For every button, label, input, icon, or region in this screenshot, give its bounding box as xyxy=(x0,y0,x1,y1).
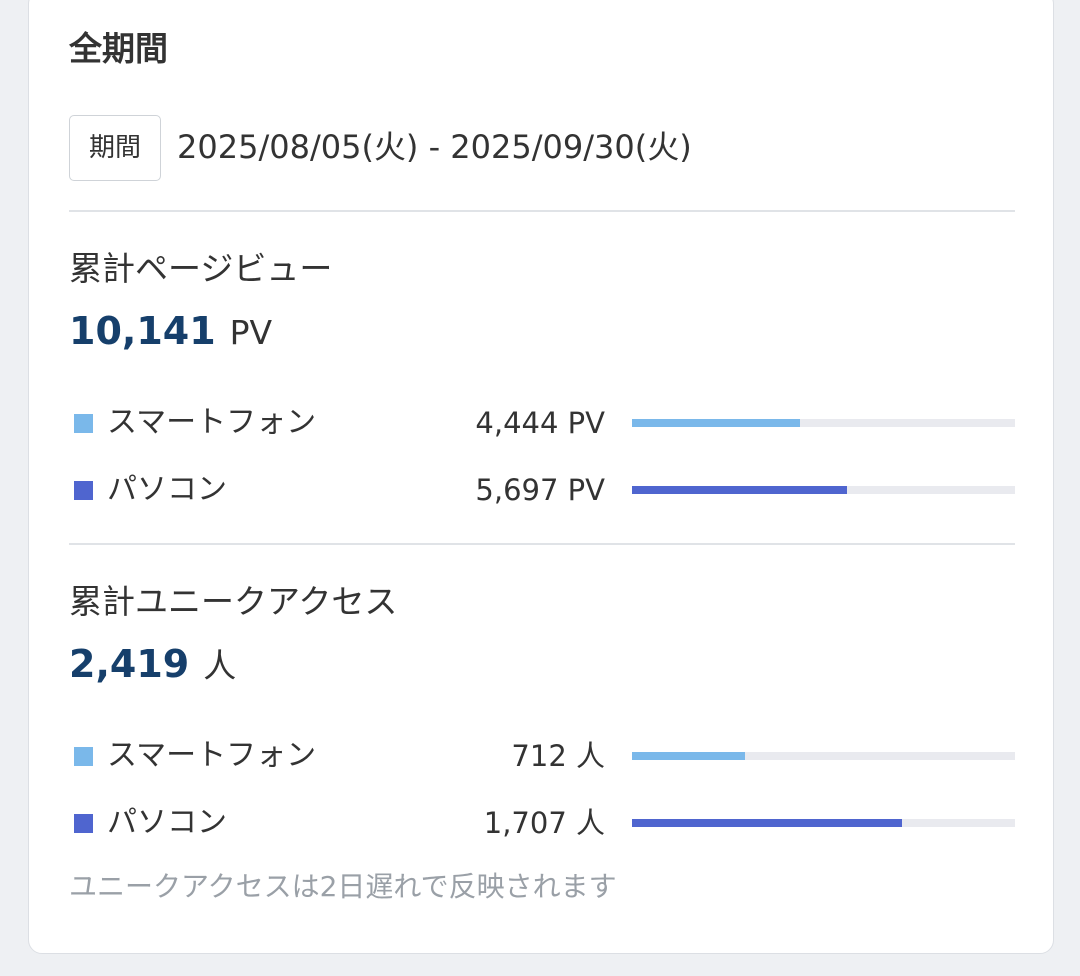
row-label: パソコン xyxy=(107,472,227,507)
card-title: 全期間 xyxy=(69,29,168,68)
share-bar xyxy=(632,486,1015,494)
row-value: 1,707 人 xyxy=(483,806,605,840)
unique-row-smartphone: スマートフォン 712 人 xyxy=(69,734,1015,778)
share-bar-fill xyxy=(632,752,745,760)
row-label: パソコン xyxy=(107,805,227,840)
row-label: スマートフォン xyxy=(107,405,317,440)
pageviews-label: 累計ページビュー xyxy=(69,249,333,288)
pageviews-total-value: 10,141 xyxy=(69,309,216,353)
footnote: ユニークアクセスは2日遅れで反映されます xyxy=(69,870,617,903)
row-value: 5,697 PV xyxy=(475,473,605,507)
pageviews-row-pc: パソコン 5,697 PV xyxy=(69,468,1015,512)
unique-total: 2,419 人 xyxy=(69,638,236,698)
share-bar xyxy=(632,819,1015,827)
row-value: 712 人 xyxy=(511,739,605,773)
share-bar xyxy=(632,752,1015,760)
divider xyxy=(69,210,1015,212)
share-bar-fill xyxy=(632,419,800,427)
divider xyxy=(69,543,1015,545)
period-badge: 期間 xyxy=(69,115,161,181)
row-value: 4,444 PV xyxy=(475,406,605,440)
unique-total-value: 2,419 xyxy=(69,642,190,686)
legend-swatch xyxy=(74,414,93,433)
stats-card: 全期間 期間 2025/08/05(火) - 2025/09/30(火) 累計ペ… xyxy=(28,0,1054,954)
legend-swatch xyxy=(74,814,93,833)
unique-label: 累計ユニークアクセス xyxy=(69,582,398,621)
period-range: 2025/08/05(火) - 2025/09/30(火) xyxy=(177,128,692,166)
unique-total-unit: 人 xyxy=(203,646,237,685)
legend-swatch xyxy=(74,481,93,500)
pageviews-total: 10,141 PV xyxy=(69,305,272,365)
share-bar-fill xyxy=(632,819,903,827)
share-bar xyxy=(632,419,1015,427)
row-label: スマートフォン xyxy=(107,738,317,773)
share-bar-fill xyxy=(632,486,848,494)
legend-swatch xyxy=(74,747,93,766)
unique-row-pc: パソコン 1,707 人 xyxy=(69,801,1015,845)
pageviews-row-smartphone: スマートフォン 4,444 PV xyxy=(69,401,1015,445)
period-row: 期間 2025/08/05(火) - 2025/09/30(火) xyxy=(69,115,1029,185)
pageviews-total-unit: PV xyxy=(229,313,273,352)
